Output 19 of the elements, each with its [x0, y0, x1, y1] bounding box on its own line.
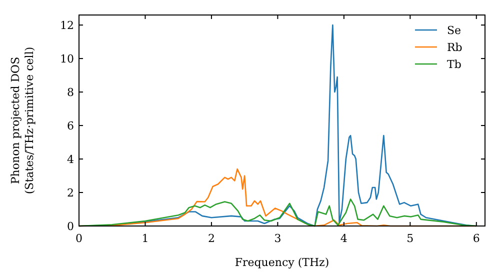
x-tick-label: 0 — [76, 232, 82, 245]
y-tick-label: 10 — [60, 52, 74, 66]
y-tick-label: 2 — [67, 186, 74, 200]
y-tick-label: 4 — [67, 153, 74, 166]
y-tick-label: 8 — [67, 86, 74, 100]
x-tick-label: 6 — [472, 232, 480, 245]
x-tick-label: 4 — [340, 232, 348, 245]
legend-label: Rb — [447, 41, 462, 54]
x-tick-label: 1 — [142, 232, 149, 245]
y-tick-label: 12 — [60, 19, 74, 32]
x-tick-label: 3 — [274, 232, 282, 245]
y-tick-label: 6 — [67, 120, 74, 133]
x-axis-title: Frequency (THz) — [234, 256, 330, 269]
x-tick-label: 5 — [406, 232, 414, 245]
y-tick-label: 0 — [67, 220, 74, 233]
legend-label: Se — [447, 24, 462, 37]
x-tick-label: 2 — [208, 232, 215, 245]
legend-label: Tb — [447, 58, 462, 71]
y-axis-title: Phonon projected DOS (States/THz·primitive cell) — [9, 46, 36, 194]
